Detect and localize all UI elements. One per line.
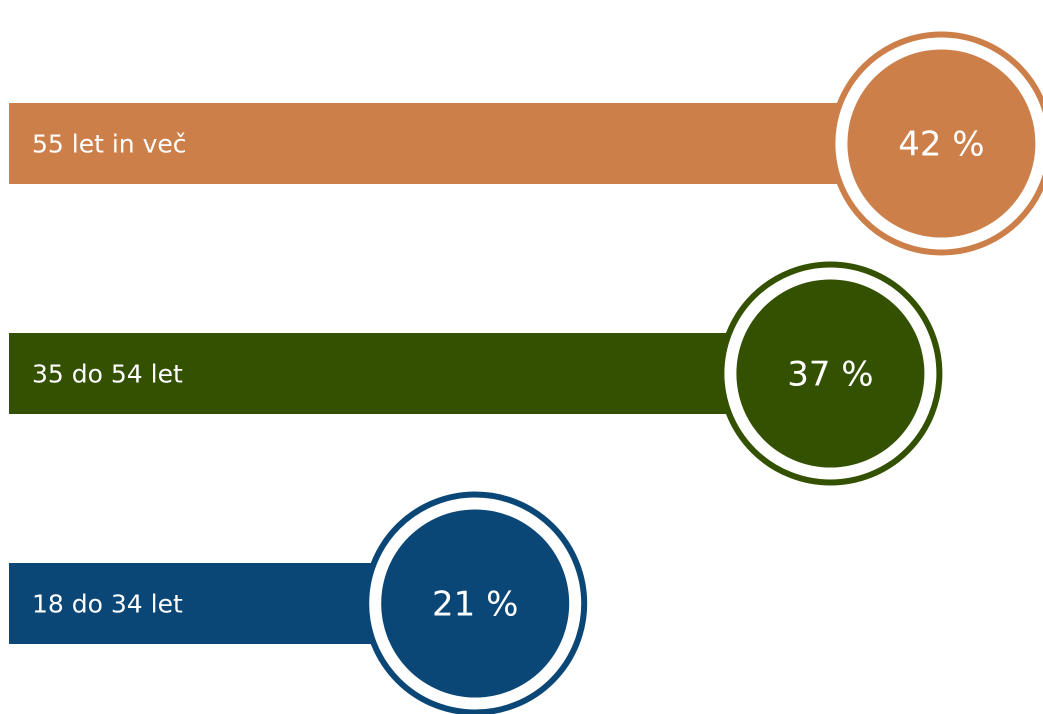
bar-1 xyxy=(9,333,831,414)
value-disc-1 xyxy=(736,279,925,468)
value-label-0: 42 % xyxy=(898,125,984,165)
value-disc-2 xyxy=(381,509,570,698)
value-disc-0 xyxy=(847,49,1036,238)
bar-0 xyxy=(9,103,942,184)
value-label-1: 37 % xyxy=(787,355,873,395)
category-label-1: 35 do 54 let xyxy=(32,360,183,389)
value-label-2: 21 % xyxy=(432,585,518,625)
category-label-2: 18 do 34 let xyxy=(32,590,183,619)
category-label-0: 55 let in več xyxy=(32,130,187,159)
